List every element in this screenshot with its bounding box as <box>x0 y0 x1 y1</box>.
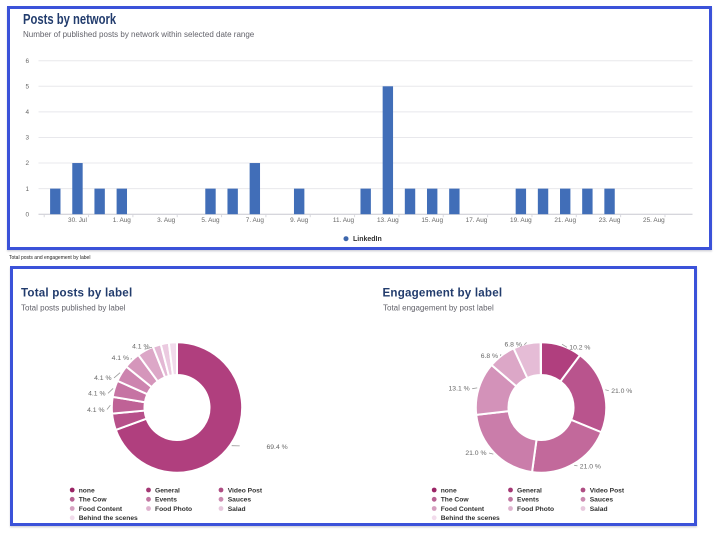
svg-text:Sauces: Sauces <box>228 497 252 504</box>
svg-text:Behind the scenes: Behind the scenes <box>79 515 138 522</box>
svg-text:19. Aug: 19. Aug <box>510 217 532 224</box>
svg-text:The Cow: The Cow <box>441 497 470 504</box>
svg-text:3: 3 <box>25 135 29 142</box>
svg-text:Total posts by label: Total posts by label <box>21 286 132 299</box>
svg-text:none: none <box>441 487 457 494</box>
svg-text:LinkedIn: LinkedIn <box>353 236 382 243</box>
svg-text:Total posts published by label: Total posts published by label <box>21 304 126 313</box>
svg-text:Events: Events <box>155 497 177 504</box>
svg-text:Food Photo: Food Photo <box>155 506 192 513</box>
svg-text:4.1 %: 4.1 % <box>94 375 111 382</box>
svg-text:Salad: Salad <box>590 506 608 513</box>
svg-text:13.1 %: 13.1 % <box>449 385 470 392</box>
svg-text:21. Aug: 21. Aug <box>554 217 576 224</box>
svg-text:21.0 %: 21.0 % <box>580 463 601 470</box>
svg-text:2: 2 <box>25 160 29 167</box>
svg-text:Food Photo: Food Photo <box>517 506 554 513</box>
svg-text:7. Aug: 7. Aug <box>246 217 265 224</box>
svg-text:17. Aug: 17. Aug <box>466 217 488 224</box>
svg-text:11. Aug: 11. Aug <box>333 217 355 224</box>
svg-text:Video Post: Video Post <box>228 487 263 494</box>
svg-text:none: none <box>79 487 95 494</box>
svg-text:5. Aug: 5. Aug <box>201 217 220 224</box>
svg-text:Number of published posts by n: Number of published posts by network wit… <box>23 30 255 39</box>
svg-text:Video Post: Video Post <box>590 487 625 494</box>
svg-text:23. Aug: 23. Aug <box>599 217 621 224</box>
svg-text:21.0 %: 21.0 % <box>465 450 486 457</box>
svg-text:10.2 %: 10.2 % <box>569 344 590 351</box>
svg-text:General: General <box>517 487 542 494</box>
svg-text:4: 4 <box>25 109 29 116</box>
svg-text:9. Aug: 9. Aug <box>290 217 309 224</box>
svg-text:Events: Events <box>517 497 539 504</box>
svg-text:Food Content: Food Content <box>441 506 485 513</box>
svg-text:4.1 %: 4.1 % <box>132 343 149 350</box>
svg-text:Food Content: Food Content <box>79 506 123 513</box>
svg-text:Engagement by label: Engagement by label <box>383 286 503 299</box>
svg-text:Total engagement by post label: Total engagement by post label <box>383 304 494 313</box>
svg-text:21.0 %: 21.0 % <box>611 388 632 395</box>
svg-text:13. Aug: 13. Aug <box>377 217 399 224</box>
svg-text:3. Aug: 3. Aug <box>157 217 176 224</box>
svg-text:General: General <box>155 487 180 494</box>
svg-text:4.1 %: 4.1 % <box>87 407 104 414</box>
svg-text:0: 0 <box>25 211 29 218</box>
svg-text:The Cow: The Cow <box>79 497 108 504</box>
svg-text:30. Jul: 30. Jul <box>68 217 87 224</box>
svg-text:25. Aug: 25. Aug <box>643 217 665 224</box>
svg-text:1: 1 <box>25 186 29 193</box>
svg-text:Salad: Salad <box>228 506 246 513</box>
svg-text:4.1 %: 4.1 % <box>88 391 105 398</box>
svg-text:1. Aug: 1. Aug <box>113 217 132 224</box>
svg-text:Sauces: Sauces <box>590 497 614 504</box>
svg-text:15. Aug: 15. Aug <box>421 217 443 224</box>
svg-text:4.1 %: 4.1 % <box>112 355 129 362</box>
svg-text:Posts by network: Posts by network <box>23 11 117 28</box>
svg-text:6.8 %: 6.8 % <box>505 342 522 349</box>
svg-text:6: 6 <box>25 58 29 65</box>
svg-text:5: 5 <box>25 84 29 91</box>
svg-text:6.8 %: 6.8 % <box>481 353 498 360</box>
svg-text:69.4 %: 69.4 % <box>267 444 288 451</box>
svg-text:Behind the scenes: Behind the scenes <box>441 515 500 522</box>
